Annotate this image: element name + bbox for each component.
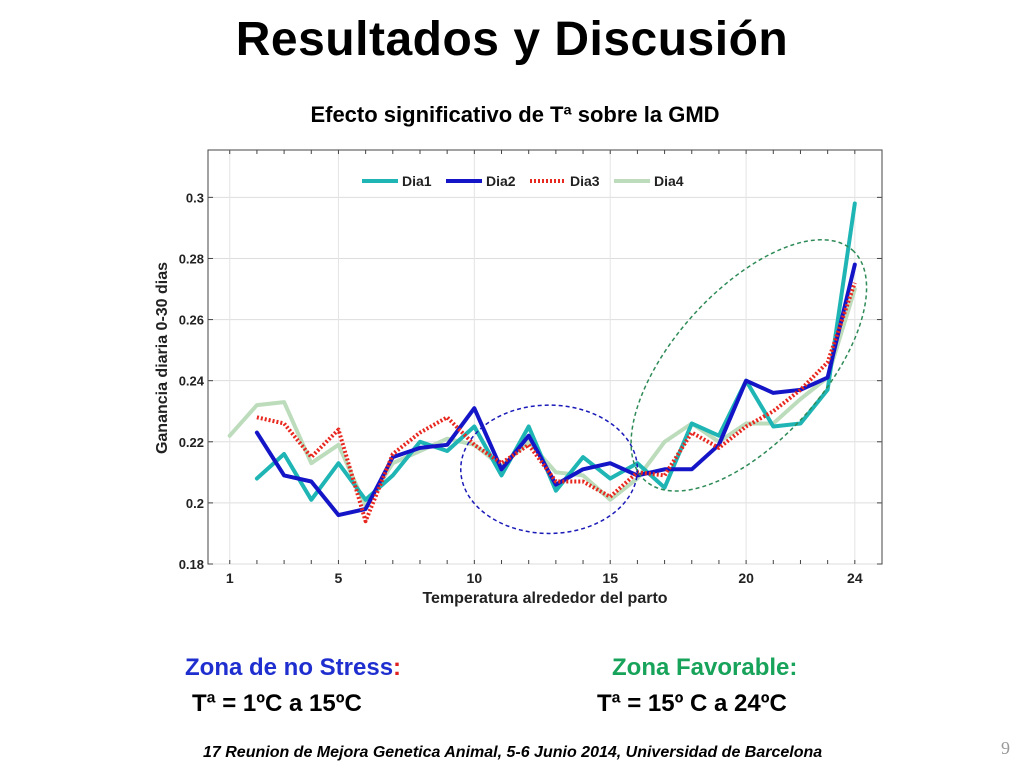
- zone-favorable-title: Zona Favorable:: [612, 654, 798, 681]
- y-tick-label: 0.2: [186, 496, 204, 511]
- x-tick-label: 1: [226, 570, 234, 586]
- legend-label-dia2: Dia2: [486, 173, 516, 189]
- y-tick-label: 0.18: [179, 557, 204, 572]
- legend-label-dia3: Dia3: [570, 173, 600, 189]
- x-tick-label: 10: [467, 570, 483, 586]
- x-tick-label: 24: [847, 570, 863, 586]
- slide-title: Resultados y Discusión: [235, 13, 789, 66]
- y-tick-label: 0.22: [179, 435, 204, 450]
- series-line-dia2: [254, 262, 857, 518]
- y-tick-label: 0.28: [179, 251, 204, 266]
- x-tick-label: 20: [738, 570, 754, 586]
- legend-label-dia1: Dia1: [402, 173, 432, 189]
- y-tick-label: 0.3: [186, 190, 204, 205]
- x-tick-label: 15: [602, 570, 618, 586]
- zone-favorable-range: Tª = 15º C a 24ºC: [597, 690, 787, 717]
- zone-nostress-colon: :: [393, 654, 402, 681]
- zone-nostress-title: Zona de no Stress:: [185, 654, 401, 682]
- x-axis-label: Temperatura alrededor del parto: [422, 590, 667, 607]
- series-line-dia1: [254, 201, 857, 502]
- annotation-ellipse-favorable: [630, 239, 868, 492]
- slide-subtitle: Efecto significativo de Tª sobre la GMD: [310, 102, 720, 127]
- zone-nostress-range: Tª = 1ºC a 15ºC: [192, 690, 362, 717]
- series-line-dia3: [256, 282, 857, 524]
- page-number: 9: [1001, 738, 1010, 758]
- y-tick-label: 0.26: [179, 313, 204, 328]
- plot-frame: [207, 149, 883, 565]
- footer-text: 17 Reunion de Mejora Genetica Animal, 5-…: [203, 744, 823, 761]
- x-tick-label: 5: [335, 570, 343, 586]
- legend-label-dia4: Dia4: [654, 173, 684, 189]
- y-tick-label: 0.24: [179, 374, 205, 389]
- y-axis-label: Ganancia diaria 0-30 dias: [154, 262, 171, 454]
- zone-nostress-label: Zona de no Stress: [185, 654, 394, 681]
